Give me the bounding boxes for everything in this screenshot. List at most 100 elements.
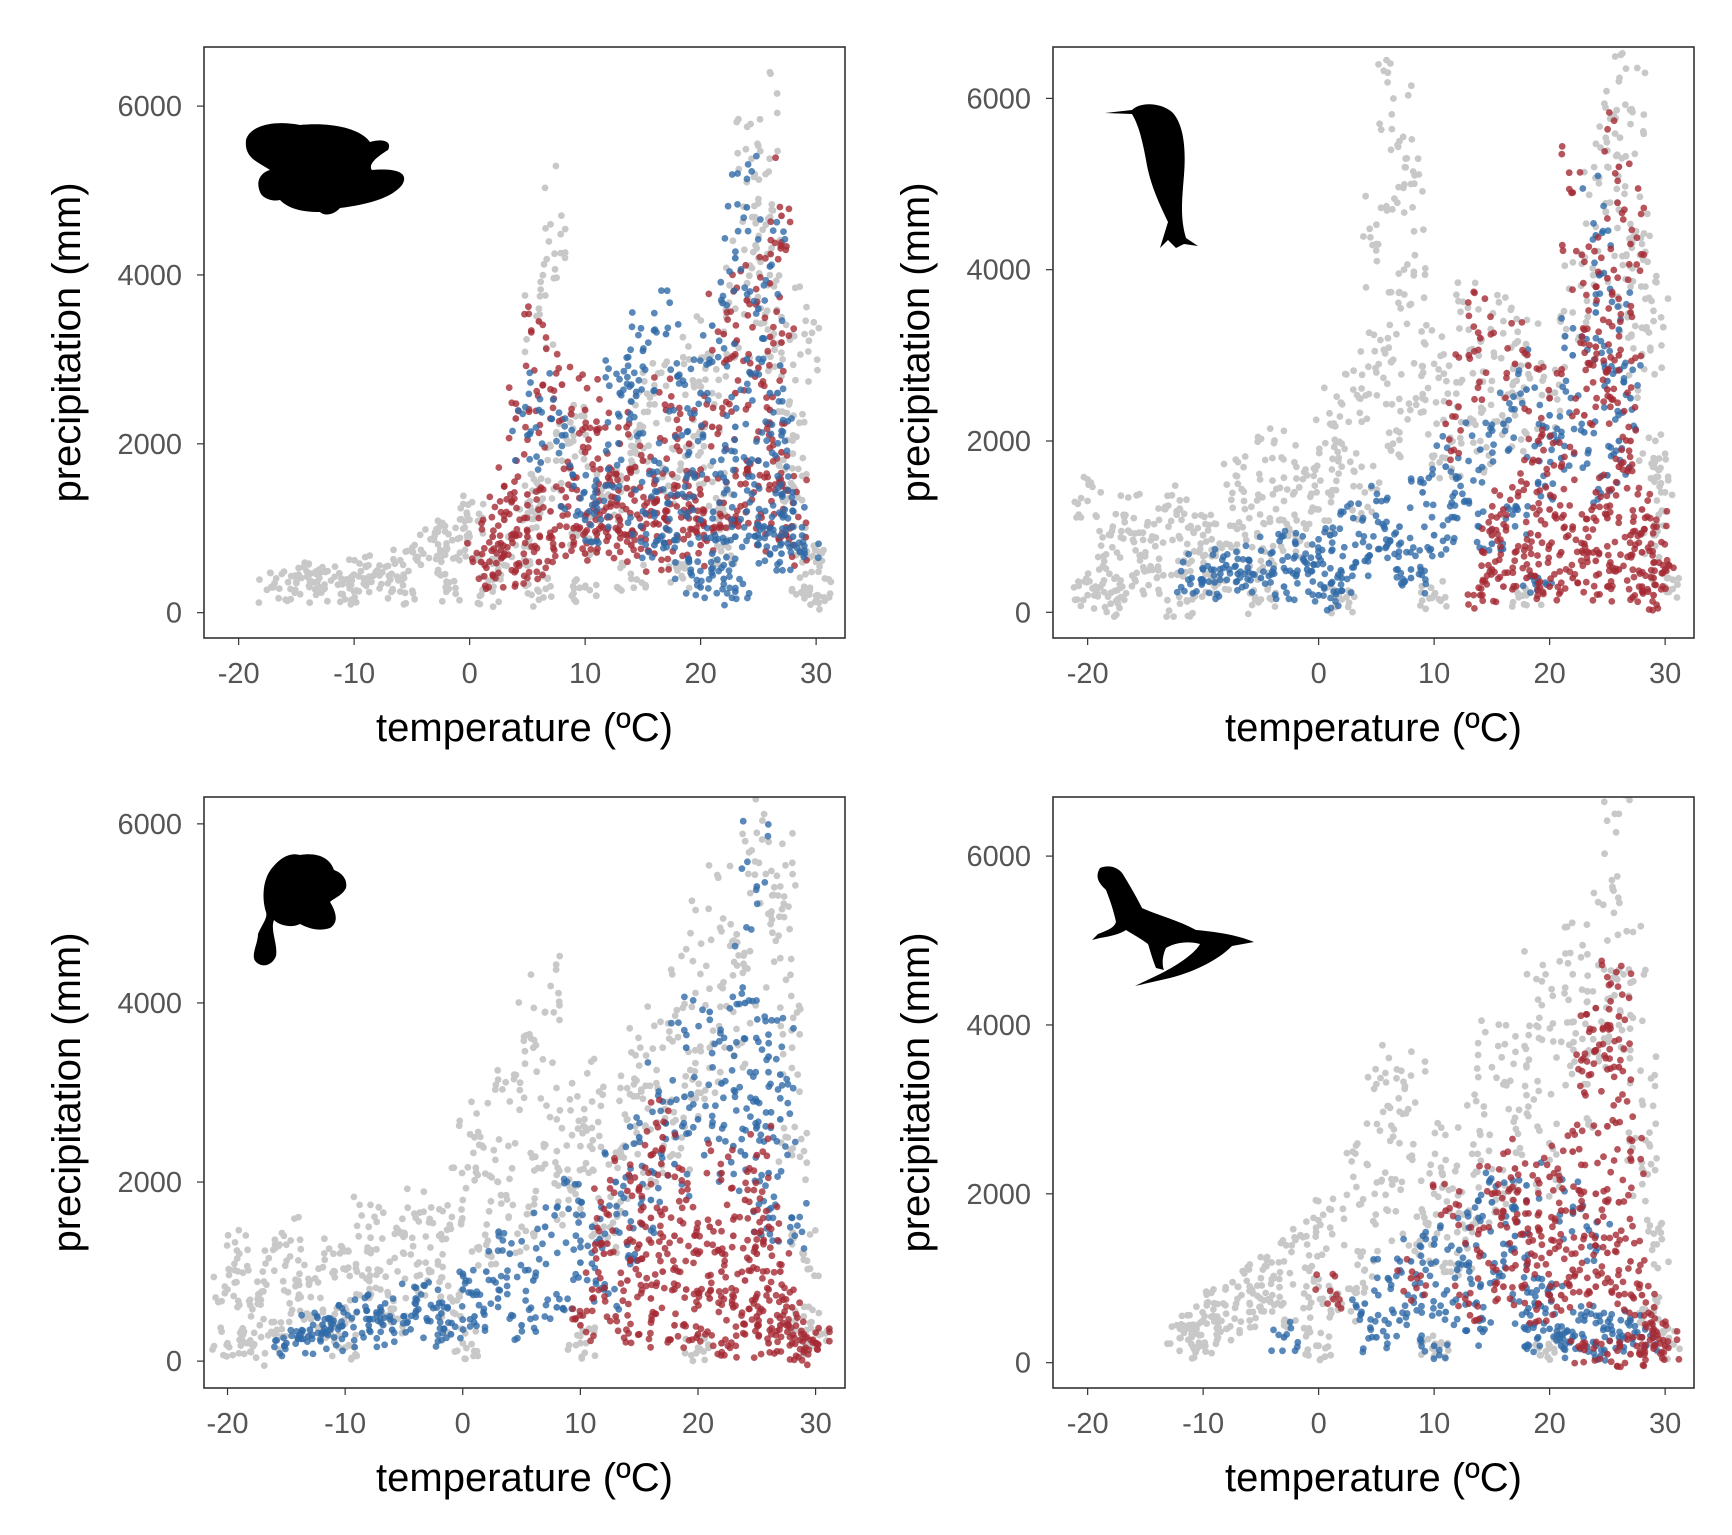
data-point (1141, 552, 1149, 560)
data-point (737, 502, 744, 510)
data-point (743, 356, 751, 363)
data-point (709, 508, 717, 516)
data-point (1617, 51, 1625, 59)
data-point (1601, 100, 1608, 107)
data-point (784, 473, 792, 480)
data-point (1611, 252, 1618, 260)
data-point (1616, 16, 1623, 23)
data-point (697, 567, 704, 575)
data-point (752, 241, 759, 249)
data-point (583, 384, 591, 392)
data-point (543, 255, 551, 263)
data-point (605, 365, 612, 373)
data-point (218, 1328, 226, 1335)
data-point (1561, 523, 1568, 531)
data-point (1512, 502, 1520, 510)
data-point (391, 1254, 399, 1262)
data-point (728, 503, 736, 511)
data-point (492, 574, 499, 582)
data-point (760, 382, 768, 390)
data-point (1334, 573, 1341, 581)
data-point (1349, 386, 1357, 393)
data-point (1442, 420, 1450, 428)
data-point (1527, 550, 1535, 558)
data-point (278, 570, 286, 578)
data-point (600, 1083, 607, 1091)
data-point (307, 577, 315, 585)
data-point (1073, 596, 1081, 603)
data-point (665, 566, 672, 573)
data-point (294, 1257, 302, 1264)
data-point (1606, 199, 1614, 207)
data-point (1387, 146, 1395, 154)
data-point (583, 1069, 591, 1077)
data-point (687, 540, 694, 548)
data-point (552, 1159, 559, 1166)
data-point (650, 309, 658, 317)
data-point (790, 499, 798, 507)
data-point (1534, 478, 1542, 486)
data-point (318, 589, 325, 596)
data-point (1561, 442, 1568, 450)
data-point (1629, 507, 1637, 514)
data-point (678, 490, 686, 498)
data-point (280, 1334, 287, 1342)
data-point (744, 312, 752, 319)
data-point (1418, 328, 1425, 335)
data-point (554, 1182, 562, 1189)
data-point (281, 1262, 289, 1270)
data-point (497, 1200, 505, 1207)
data-point (538, 440, 546, 448)
data-point (1589, 236, 1597, 243)
data-point (572, 1341, 580, 1349)
data-point (721, 447, 728, 455)
data-point (779, 428, 787, 436)
data-point (572, 598, 580, 606)
data-point (1612, 455, 1620, 463)
data-point (505, 434, 513, 442)
data-point (1615, 326, 1623, 334)
data-point (1514, 328, 1522, 336)
data-point (1360, 533, 1368, 540)
data-point (766, 551, 774, 558)
data-point (1242, 542, 1250, 550)
data-point (1518, 399, 1526, 407)
data-point (492, 559, 500, 567)
data-point (558, 457, 566, 465)
data-point (1497, 543, 1504, 551)
data-point (733, 1025, 740, 1033)
data-point (1627, 302, 1635, 310)
data-point (376, 562, 383, 569)
data-point (210, 1273, 218, 1281)
data-point (1444, 534, 1451, 541)
data-point (1536, 401, 1544, 409)
data-point (624, 431, 632, 438)
data-point (1590, 429, 1598, 437)
data-point (1164, 502, 1172, 509)
data-point (717, 456, 725, 464)
data-point (1226, 522, 1234, 530)
data-point (1652, 473, 1660, 481)
data-point (778, 317, 786, 325)
data-point (1634, 394, 1641, 402)
data-point (773, 308, 780, 316)
data-point (705, 862, 713, 869)
data-point (1440, 370, 1448, 378)
data-point (1478, 562, 1485, 570)
data-point (1416, 563, 1424, 571)
data-point (581, 488, 588, 496)
data-point (1117, 577, 1124, 584)
data-point (702, 962, 710, 970)
data-point (508, 1164, 516, 1172)
data-point (720, 575, 728, 583)
data-point (443, 545, 451, 553)
data-point (1565, 169, 1573, 177)
data-point (1406, 406, 1414, 414)
data-point (1627, 240, 1634, 248)
data-point (709, 478, 716, 486)
data-point (526, 430, 534, 438)
data-point (779, 525, 786, 532)
data-point (760, 335, 768, 343)
data-point (1100, 558, 1108, 565)
data-point (1608, 298, 1616, 306)
